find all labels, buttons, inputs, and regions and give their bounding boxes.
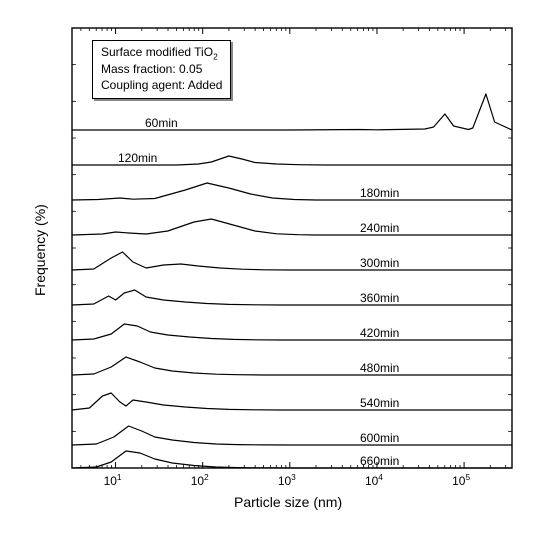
info-box-line: Coupling agent: Added <box>101 78 222 94</box>
info-box: Surface modified TiO2Mass fraction: 0.05… <box>92 40 231 99</box>
series-label: 180min <box>360 186 399 200</box>
x-tick-label: 104 <box>365 472 383 488</box>
series-label: 60min <box>145 116 178 130</box>
chart-container: { "chart": { "type": "stacked-line-distr… <box>0 0 547 540</box>
x-tick-label: 101 <box>104 472 122 488</box>
x-axis-label: Particle size (nm) <box>234 494 342 510</box>
series-label: 120min <box>118 151 157 165</box>
x-tick-label: 102 <box>191 472 209 488</box>
series-label: 480min <box>360 361 399 375</box>
series-label: 300min <box>360 256 399 270</box>
series-label: 360min <box>360 291 399 305</box>
y-axis-label: Frequency (%) <box>32 204 48 296</box>
series-label: 240min <box>360 221 399 235</box>
x-tick-label: 105 <box>452 472 470 488</box>
info-box-line: Surface modified TiO2 <box>101 45 222 62</box>
x-tick-label: 103 <box>278 472 296 488</box>
series-label: 420min <box>360 326 399 340</box>
series-label: 600min <box>360 431 399 445</box>
info-box-line: Mass fraction: 0.05 <box>101 62 222 78</box>
plot-svg <box>0 0 547 540</box>
series-label: 660min <box>360 454 399 468</box>
series-label: 540min <box>360 396 399 410</box>
